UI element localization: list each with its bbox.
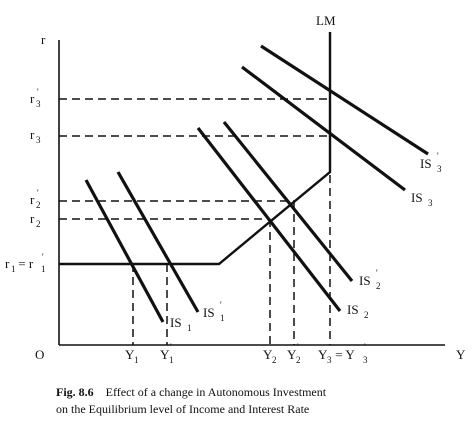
- svg-text:': ': [220, 300, 222, 310]
- is2-curve: [196, 127, 342, 312]
- r3-label: r 3: [30, 127, 41, 145]
- y1-label: Y 1: [125, 347, 139, 365]
- svg-text:1: 1: [41, 264, 46, 274]
- svg-text:2: 2: [376, 281, 381, 291]
- figure-caption: Fig. 8.6 Effect of a change in Autonomou…: [56, 384, 466, 418]
- svg-text:3: 3: [327, 355, 332, 365]
- svg-text:r: r: [30, 211, 35, 226]
- r1-equals-r1-prime-label: r 1 = r 1 ': [5, 252, 46, 274]
- svg-text:2: 2: [296, 355, 301, 365]
- svg-text:1: 1: [134, 355, 139, 365]
- svg-text:2: 2: [272, 355, 277, 365]
- svg-text:3: 3: [437, 164, 442, 174]
- svg-text:3: 3: [36, 135, 41, 145]
- svg-text:1: 1: [169, 355, 174, 365]
- is3-prime-label: IS 3 ': [420, 151, 442, 174]
- lm-curve: [59, 32, 332, 266]
- caption-text-1: Effect of a change in Autonomous Investm…: [105, 385, 327, 399]
- svg-text:2: 2: [364, 310, 369, 320]
- svg-text:': ': [37, 188, 39, 198]
- is1-prime-curve: [116, 171, 200, 313]
- svg-text:r: r: [30, 127, 35, 142]
- svg-text:IS: IS: [411, 190, 423, 205]
- svg-text:IS: IS: [347, 302, 359, 317]
- origin-label: O: [35, 347, 44, 362]
- x-axis-label: Y: [456, 347, 466, 362]
- is3-label: IS 3: [411, 190, 433, 208]
- svg-text:': ': [37, 87, 39, 97]
- svg-text:IS: IS: [359, 273, 371, 288]
- y-axis-label: r: [41, 32, 46, 47]
- svg-text:2: 2: [36, 200, 41, 210]
- y2-label: Y 2: [263, 347, 277, 365]
- svg-text:': ': [376, 268, 378, 278]
- svg-text:IS: IS: [203, 305, 215, 320]
- svg-text:1: 1: [187, 323, 192, 333]
- svg-text:Y: Y: [287, 347, 297, 362]
- y2-prime-label: Y 2 ': [287, 342, 301, 365]
- r2-prime-label: r 2 ': [30, 188, 41, 210]
- svg-text:= r: = r: [15, 256, 34, 271]
- is1-label: IS 1: [170, 315, 192, 333]
- svg-text:2: 2: [36, 219, 41, 229]
- is3-curve: [241, 65, 406, 192]
- is1-prime-label: IS 1 ': [203, 300, 225, 323]
- y3-equals-y3-prime-label: Y 3 = Y 3 ': [318, 342, 368, 365]
- svg-text:= Y: = Y: [332, 347, 355, 362]
- svg-text:Y: Y: [125, 347, 135, 362]
- is2-label: IS 2: [347, 302, 369, 320]
- svg-text:3: 3: [428, 198, 433, 208]
- svg-text:r: r: [5, 256, 10, 271]
- lm-label: LM: [316, 13, 336, 28]
- svg-text:Y: Y: [263, 347, 273, 362]
- svg-text:r: r: [30, 192, 35, 207]
- svg-text:': ': [364, 342, 366, 352]
- svg-text:Y: Y: [160, 347, 170, 362]
- caption-line-2: on the Equilibrium level of Income and I…: [56, 402, 310, 416]
- svg-text:1: 1: [220, 313, 225, 323]
- caption-line-1: Fig. 8.6 Effect of a change in Autonomou…: [56, 384, 466, 401]
- svg-text:': ': [437, 151, 439, 161]
- svg-text:IS: IS: [170, 315, 182, 330]
- svg-text:': ': [297, 342, 299, 352]
- svg-text:r: r: [30, 91, 35, 106]
- is1-curve: [84, 179, 165, 323]
- svg-text:': ': [170, 342, 172, 352]
- figure-number: Fig. 8.6: [56, 385, 94, 399]
- r3-prime-label: r 3 ': [30, 87, 41, 109]
- r2-label: r 2: [30, 211, 41, 229]
- svg-text:IS: IS: [420, 156, 432, 171]
- is2-prime-label: IS 2 ': [359, 268, 381, 291]
- svg-text:3: 3: [36, 99, 41, 109]
- svg-text:Y: Y: [318, 347, 328, 362]
- is2-prime-curve: [222, 120, 354, 283]
- svg-text:3: 3: [363, 355, 368, 365]
- svg-text:1: 1: [11, 264, 16, 274]
- y1-prime-label: Y 1 ': [160, 342, 174, 365]
- is3-prime-curve: [260, 44, 429, 156]
- svg-text:': ': [42, 252, 44, 262]
